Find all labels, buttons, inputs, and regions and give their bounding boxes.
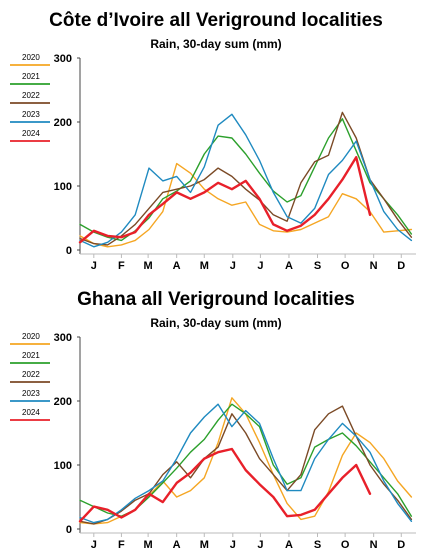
chart-subtitle: Rain, 30-day sum (mm) <box>150 316 282 330</box>
y-tick-label: 0 <box>66 524 72 536</box>
x-tick-label: N <box>370 539 378 549</box>
chart-subtitle: Rain, 30-day sum (mm) <box>150 37 282 51</box>
series-line-2022 <box>79 405 413 525</box>
series-line-2022 <box>79 111 413 246</box>
legend-label-2023: 2023 <box>22 110 40 119</box>
x-tick-label: J <box>230 260 236 270</box>
legend-label-2024: 2024 <box>22 408 40 417</box>
x-tick-label: A <box>173 539 181 549</box>
x-tick-label: J <box>257 260 263 270</box>
legend-label-2022: 2022 <box>22 91 40 100</box>
x-tick-label: D <box>397 539 405 549</box>
x-tick-label: D <box>397 260 405 270</box>
x-tick-label: F <box>118 539 125 549</box>
x-tick-label: J <box>230 539 236 549</box>
legend-label-2023: 2023 <box>22 389 40 398</box>
x-tick-label: S <box>314 539 321 549</box>
series-line-2024 <box>78 155 372 244</box>
y-tick-label: 100 <box>54 460 72 472</box>
line-chart: 0 100 200 300 J F M A M J J A S O N D 2020 2021 2022 2023 20… <box>10 332 416 549</box>
x-tick-label: M <box>200 539 209 549</box>
legend-label-2022: 2022 <box>22 370 40 379</box>
legend-label-2024: 2024 <box>22 129 40 138</box>
y-tick-label: 300 <box>54 53 72 65</box>
series-line-2023 <box>79 403 413 524</box>
series-line-2023 <box>79 113 413 248</box>
x-tick-label: A <box>285 260 293 270</box>
y-tick-label: 300 <box>54 332 72 344</box>
legend-label-2020: 2020 <box>22 53 40 62</box>
series-line-2021 <box>79 403 413 517</box>
chart-panel-ghana: Ghana all Veriground localities Rain, 30… <box>0 279 432 549</box>
x-tick-label: A <box>285 539 293 549</box>
legend-label-2021: 2021 <box>22 72 40 81</box>
x-tick-label: O <box>341 260 350 270</box>
x-tick-label: M <box>144 260 153 270</box>
x-tick-label: J <box>91 539 97 549</box>
series-line-2020 <box>79 162 413 248</box>
x-tick-label: J <box>91 260 97 270</box>
series-line-2024 <box>78 447 372 523</box>
legend-label-2021: 2021 <box>22 351 40 360</box>
x-tick-label: J <box>257 539 263 549</box>
chart-title: Côte d’Ivoire all Veriground localities <box>49 10 383 31</box>
x-tick-label: A <box>173 260 181 270</box>
y-tick-label: 200 <box>54 117 72 129</box>
y-tick-label: 0 <box>66 245 72 257</box>
x-tick-label: S <box>314 260 321 270</box>
x-tick-label: M <box>200 260 209 270</box>
y-tick-label: 200 <box>54 396 72 408</box>
x-tick-label: M <box>144 539 153 549</box>
x-tick-label: O <box>341 539 350 549</box>
x-tick-label: F <box>118 260 125 270</box>
chart-panel-cote-divoire: Côte d’Ivoire all Veriground localities … <box>0 0 432 270</box>
legend-label-2020: 2020 <box>22 332 40 341</box>
y-tick-label: 100 <box>54 181 72 193</box>
chart-title: Ghana all Veriground localities <box>77 289 355 310</box>
x-tick-label: N <box>370 260 378 270</box>
line-chart: 0 100 200 300 J F M A M J J A S O N D 2020 2021 2022 2023 20… <box>10 53 416 270</box>
